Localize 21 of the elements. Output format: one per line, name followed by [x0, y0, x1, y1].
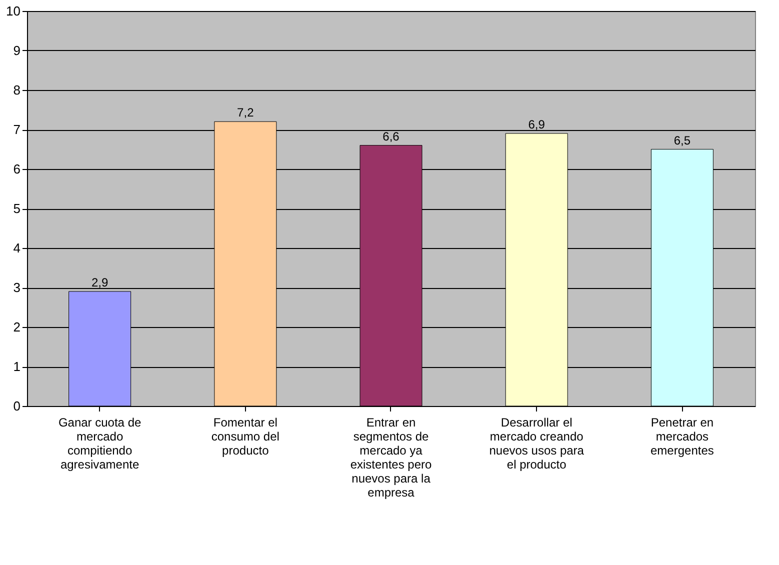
- y-tick-label: 1: [13, 359, 20, 374]
- x-tick-label: Entrar en segmentos de mercado ya existentes pero nuevos para la empresa: [350, 416, 432, 500]
- y-tick-label: 7: [13, 122, 20, 137]
- data-label: 6,5: [674, 133, 691, 148]
- y-tick-label: 5: [13, 201, 20, 216]
- x-tick-label: Penetrar en mercados emergentes: [650, 416, 714, 458]
- y-tick-label: 8: [13, 82, 20, 98]
- data-label: 6,9: [528, 117, 546, 132]
- y-tick-label: 10: [6, 4, 20, 18]
- y-tick-label: 9: [13, 43, 20, 58]
- y-tick-label: 0: [13, 398, 20, 414]
- x-tick-label: Fomentar el consumo del producto: [211, 416, 280, 458]
- y-tick-label: 4: [13, 240, 20, 256]
- data-label: 7,2: [237, 106, 254, 120]
- x-tick-label: Desarrollar el mercado creando nuevos usos para el producto: [489, 416, 584, 472]
- y-tick-label: 3: [13, 280, 20, 295]
- y-tick-label: 6: [13, 162, 20, 176]
- x-tick-label: Ganar cuota de mercado compitiendo agresivamente: [58, 416, 142, 472]
- data-label: 2,9: [91, 275, 108, 290]
- y-tick-label: 2: [13, 320, 20, 334]
- data-label: 6,6: [382, 129, 400, 144]
